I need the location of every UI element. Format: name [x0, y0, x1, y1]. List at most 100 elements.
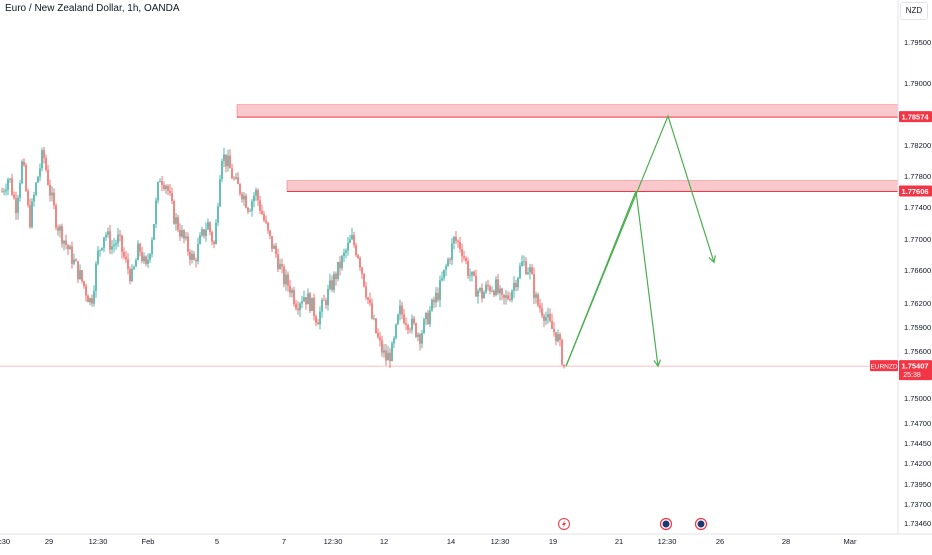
time-tick-label: 12:30	[658, 537, 677, 546]
projection-arrow	[565, 114, 716, 367]
news-icon[interactable]	[659, 517, 673, 531]
candle-body	[315, 316, 317, 323]
chart-title: Euro / New Zealand Dollar, 1h, OANDA	[5, 3, 180, 14]
time-tick-label: 19	[549, 537, 557, 546]
candle-body	[313, 297, 315, 317]
candle-body	[399, 305, 401, 315]
candle-body	[37, 176, 39, 183]
candle-body	[13, 194, 15, 199]
candle-body	[237, 177, 239, 185]
candle-body	[171, 193, 173, 202]
candle-body	[49, 184, 51, 196]
candle-body	[535, 294, 537, 298]
candle-body	[17, 197, 19, 213]
candle-body	[389, 352, 391, 362]
candle-body	[257, 189, 259, 201]
candle-body	[515, 282, 517, 288]
currency-button[interactable]: NZD	[900, 2, 928, 20]
candle-body	[169, 190, 171, 194]
candle-body	[35, 182, 37, 195]
candle-body	[23, 161, 25, 166]
candle-body	[449, 259, 451, 261]
candle-body	[3, 191, 5, 193]
candle-body	[155, 200, 157, 225]
candle-body	[319, 311, 321, 325]
candle-body	[193, 253, 195, 261]
candle-body	[303, 297, 305, 302]
candle-body	[259, 200, 261, 211]
candle-body	[103, 237, 105, 248]
candle-body	[225, 154, 227, 167]
candle-body	[247, 207, 249, 212]
candle-body	[415, 323, 417, 337]
candle-body	[329, 280, 331, 289]
price-tick-label: 1.77800	[904, 172, 931, 181]
candle-body	[287, 274, 289, 286]
candle-body	[85, 286, 87, 296]
candle-body	[69, 246, 71, 250]
arrow-head	[653, 359, 662, 368]
candle-body	[273, 245, 275, 249]
candle-body	[131, 268, 133, 282]
candle-body	[335, 273, 337, 279]
candle-body	[145, 256, 147, 264]
candle-body	[487, 284, 489, 287]
candle-body	[21, 161, 23, 184]
price-tick-label: 1.76600	[904, 266, 931, 275]
candle-body	[27, 190, 29, 206]
candle-body	[219, 179, 221, 207]
candle-body	[293, 290, 295, 304]
candle-body	[531, 267, 533, 275]
symbol-tag-bg	[870, 360, 898, 372]
candle-body	[311, 297, 313, 311]
candle-body	[163, 185, 165, 189]
candle-body	[55, 205, 57, 228]
candle-body	[289, 285, 291, 293]
candle-body	[357, 255, 359, 259]
candle-body	[349, 239, 351, 243]
price-tick-label: 1.77400	[904, 203, 931, 212]
news-icon[interactable]	[694, 517, 708, 531]
candle-body	[431, 299, 433, 311]
candle-body	[537, 294, 539, 306]
candle-body	[149, 254, 151, 260]
candle-body	[523, 261, 525, 263]
candle-body	[175, 217, 177, 224]
candle-body	[453, 236, 455, 244]
candle-body	[373, 318, 375, 320]
candle-body	[427, 312, 429, 325]
candle-body	[191, 253, 193, 260]
candle-body	[223, 154, 225, 161]
candle-body	[261, 210, 263, 215]
candle-body	[377, 332, 379, 338]
candle-body	[561, 339, 563, 365]
projection-arrow	[565, 190, 662, 368]
candle-body	[77, 261, 79, 280]
candle-body	[465, 257, 467, 261]
candle-body	[33, 194, 35, 202]
candle-body	[463, 256, 465, 258]
candle-body	[509, 298, 511, 300]
candle-body	[101, 247, 103, 250]
time-tick-label: 12:30	[491, 537, 510, 546]
candle-body	[75, 259, 77, 262]
candle-body	[235, 177, 237, 179]
candle-body	[71, 246, 73, 264]
candle-body	[553, 328, 555, 333]
lightning-icon[interactable]	[558, 518, 570, 530]
time-tick-label: 12:30	[324, 537, 343, 546]
arrow-head	[708, 255, 716, 264]
candle-body	[281, 264, 283, 267]
candle-body	[407, 325, 409, 330]
candle-body	[435, 292, 437, 303]
candle-body	[503, 294, 505, 298]
candle-body	[189, 251, 191, 260]
candle-body	[327, 288, 329, 306]
candle-body	[445, 265, 447, 270]
candle-body	[227, 155, 229, 167]
candle-body	[505, 295, 507, 298]
